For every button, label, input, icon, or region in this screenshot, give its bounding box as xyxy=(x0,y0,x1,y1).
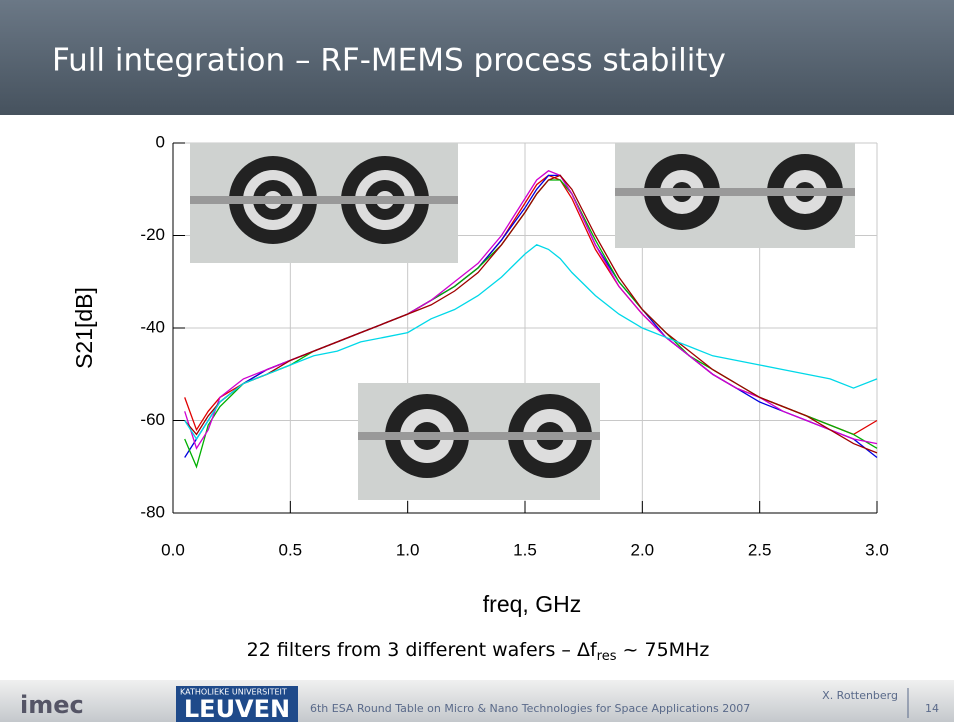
photo xyxy=(615,143,855,248)
caption-subscript: res xyxy=(597,649,617,664)
university-logo xyxy=(176,686,298,722)
footer-logo: imec xyxy=(20,691,84,719)
x-tick-label: 1.5 xyxy=(513,540,537,559)
x-tick-label: 2.0 xyxy=(631,540,655,559)
series-line xyxy=(184,170,878,450)
university-top: KATHOLIEKE UNIVERSITEIT xyxy=(180,688,287,697)
y-tick-label: -80 xyxy=(140,502,165,521)
x-tick-label: 1.0 xyxy=(396,540,420,559)
caption-text: 22 filters from 3 different wafers – Δf xyxy=(247,639,598,661)
y-axis-label: S21[dB] xyxy=(71,287,97,369)
footer-event: 6th ESA Round Table on Micro & Nano Tech… xyxy=(310,702,750,715)
series-line xyxy=(184,244,878,441)
page-number: 14 xyxy=(925,702,939,715)
header-bar xyxy=(0,0,954,115)
y-tick-label: 0 xyxy=(156,132,165,151)
plot: 0 -20 -40 -60 -80 0.0 0.5 1.0 1.5 2.0 2.5 3.0 xyxy=(140,132,888,559)
y-tick-label: -40 xyxy=(140,317,165,336)
university-name: LEUVEN xyxy=(184,695,290,722)
photo xyxy=(358,383,600,500)
y-tick-label: -60 xyxy=(140,410,165,429)
photo xyxy=(190,143,458,263)
x-tick-label: 0.5 xyxy=(279,540,303,559)
slide-title: Full integration – RF-MEMS process stabi… xyxy=(52,43,726,79)
x-axis-label: freq, GHz xyxy=(483,591,581,617)
y-tick-label: -20 xyxy=(140,225,165,244)
x-tick-label: 0.0 xyxy=(161,540,185,559)
caption-tail: ~ 75MHz xyxy=(617,639,710,661)
footer-author: X. Rottenberg xyxy=(822,689,898,702)
x-tick-label: 2.5 xyxy=(748,540,772,559)
series-line xyxy=(184,174,878,454)
footer-bar xyxy=(0,680,954,722)
x-tick-label: 3.0 xyxy=(865,540,889,559)
caption: 22 filters from 3 different wafers – Δfr… xyxy=(247,639,710,664)
